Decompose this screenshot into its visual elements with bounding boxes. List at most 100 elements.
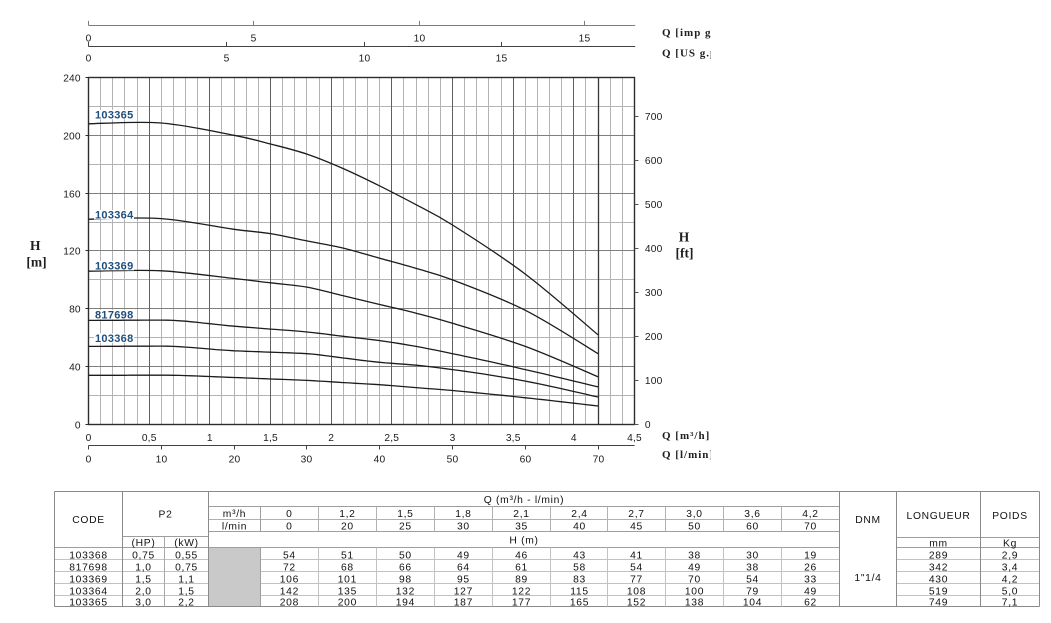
svg-text:LONGUEUR: LONGUEUR bbox=[907, 511, 971, 522]
svg-text:2: 2 bbox=[328, 433, 334, 444]
svg-text:40: 40 bbox=[374, 454, 386, 465]
svg-text:103364: 103364 bbox=[95, 209, 134, 221]
svg-text:0: 0 bbox=[645, 420, 651, 431]
svg-text:0: 0 bbox=[286, 522, 292, 533]
svg-text:40: 40 bbox=[69, 363, 81, 374]
svg-text:138: 138 bbox=[685, 598, 704, 609]
svg-text:60: 60 bbox=[746, 522, 759, 533]
svg-text:l/min: l/min bbox=[222, 522, 247, 533]
svg-text:[ft]: [ft] bbox=[676, 245, 694, 260]
svg-text:2,4: 2,4 bbox=[571, 509, 587, 520]
svg-text:2,7: 2,7 bbox=[628, 509, 644, 520]
svg-text:0,75: 0,75 bbox=[132, 551, 155, 562]
svg-text:20: 20 bbox=[229, 454, 241, 465]
svg-text:5: 5 bbox=[251, 33, 257, 44]
svg-text:3,4: 3,4 bbox=[1002, 563, 1018, 574]
svg-text:72: 72 bbox=[283, 563, 296, 574]
svg-text:1,5: 1,5 bbox=[178, 587, 194, 598]
svg-text:26: 26 bbox=[804, 563, 817, 574]
svg-text:289: 289 bbox=[929, 551, 948, 562]
svg-text:50: 50 bbox=[447, 454, 459, 465]
svg-text:208: 208 bbox=[280, 598, 299, 609]
svg-text:49: 49 bbox=[457, 551, 470, 562]
svg-text:Q (m³/h - l/min): Q (m³/h - l/min) bbox=[484, 495, 564, 506]
svg-text:40: 40 bbox=[573, 522, 586, 533]
svg-text:10: 10 bbox=[414, 33, 426, 44]
svg-text:0,55: 0,55 bbox=[175, 551, 198, 562]
svg-text:70: 70 bbox=[688, 575, 701, 586]
svg-text:62: 62 bbox=[804, 598, 817, 609]
svg-text:41: 41 bbox=[630, 551, 643, 562]
svg-text:4,2: 4,2 bbox=[1002, 575, 1018, 586]
svg-text:15: 15 bbox=[496, 53, 508, 64]
svg-text:64: 64 bbox=[457, 563, 470, 574]
svg-text:1"1/4: 1"1/4 bbox=[854, 573, 881, 584]
svg-text:1,1: 1,1 bbox=[178, 575, 194, 586]
svg-text:Q [l/min]: Q [l/min] bbox=[662, 449, 714, 461]
svg-text:106: 106 bbox=[280, 575, 299, 586]
svg-text:700: 700 bbox=[645, 112, 663, 123]
svg-text:0: 0 bbox=[86, 53, 92, 64]
svg-text:P2: P2 bbox=[159, 510, 173, 521]
svg-text:(kW): (kW) bbox=[174, 538, 199, 549]
svg-text:4: 4 bbox=[571, 433, 577, 444]
svg-text:68: 68 bbox=[341, 563, 354, 574]
svg-text:7,1: 7,1 bbox=[1002, 598, 1018, 609]
svg-text:2,1: 2,1 bbox=[513, 509, 529, 520]
svg-text:3: 3 bbox=[450, 433, 456, 444]
svg-text:817698: 817698 bbox=[95, 309, 134, 321]
svg-text:66: 66 bbox=[399, 563, 412, 574]
svg-text:10: 10 bbox=[359, 53, 371, 64]
svg-text:43: 43 bbox=[573, 551, 586, 562]
svg-text:(HP): (HP) bbox=[132, 538, 156, 549]
svg-text:122: 122 bbox=[512, 587, 531, 598]
svg-text:300: 300 bbox=[645, 288, 663, 299]
svg-text:240: 240 bbox=[63, 74, 81, 85]
svg-text:49: 49 bbox=[688, 563, 701, 574]
svg-text:200: 200 bbox=[645, 332, 663, 343]
svg-text:2,5: 2,5 bbox=[384, 433, 399, 444]
svg-text:1,5: 1,5 bbox=[397, 509, 413, 520]
svg-text:Q [m³/h]: Q [m³/h] bbox=[662, 430, 710, 442]
svg-text:DNM: DNM bbox=[855, 515, 881, 526]
svg-text:132: 132 bbox=[396, 587, 415, 598]
svg-text:mm: mm bbox=[929, 538, 948, 549]
svg-text:749: 749 bbox=[929, 598, 948, 609]
svg-text:CODE: CODE bbox=[72, 515, 105, 526]
svg-text:80: 80 bbox=[69, 305, 81, 316]
svg-text:1,5: 1,5 bbox=[263, 433, 278, 444]
svg-text:817698: 817698 bbox=[69, 563, 108, 574]
svg-text:115: 115 bbox=[570, 587, 589, 598]
svg-text:Q [US g.p.m.]: Q [US g.p.m.] bbox=[662, 47, 739, 59]
svg-text:38: 38 bbox=[746, 563, 759, 574]
svg-text:89: 89 bbox=[515, 575, 528, 586]
svg-text:79: 79 bbox=[746, 587, 759, 598]
svg-text:Kg: Kg bbox=[1003, 538, 1017, 549]
svg-text:430: 430 bbox=[929, 575, 948, 586]
svg-text:103369: 103369 bbox=[69, 575, 108, 586]
svg-text:2,9: 2,9 bbox=[1002, 551, 1018, 562]
svg-text:127: 127 bbox=[454, 587, 473, 598]
svg-text:54: 54 bbox=[630, 563, 643, 574]
svg-text:165: 165 bbox=[570, 598, 589, 609]
svg-text:108: 108 bbox=[627, 587, 646, 598]
svg-text:103369: 103369 bbox=[95, 260, 134, 272]
svg-text:103368: 103368 bbox=[95, 333, 134, 345]
svg-text:1: 1 bbox=[207, 433, 213, 444]
svg-text:103365: 103365 bbox=[69, 598, 108, 609]
svg-text:200: 200 bbox=[338, 598, 357, 609]
svg-text:0: 0 bbox=[286, 509, 292, 520]
svg-text:83: 83 bbox=[573, 575, 586, 586]
svg-text:1,2: 1,2 bbox=[339, 509, 355, 520]
svg-text:3,6: 3,6 bbox=[744, 509, 760, 520]
svg-text:H (m): H (m) bbox=[509, 536, 538, 547]
svg-text:187: 187 bbox=[454, 598, 473, 609]
svg-text:100: 100 bbox=[645, 376, 663, 387]
svg-text:70: 70 bbox=[804, 522, 817, 533]
svg-text:600: 600 bbox=[645, 156, 663, 167]
svg-text:2,2: 2,2 bbox=[178, 598, 194, 609]
svg-text:152: 152 bbox=[627, 598, 646, 609]
svg-text:2,0: 2,0 bbox=[135, 587, 151, 598]
svg-text:30: 30 bbox=[457, 522, 470, 533]
svg-text:35: 35 bbox=[515, 522, 528, 533]
